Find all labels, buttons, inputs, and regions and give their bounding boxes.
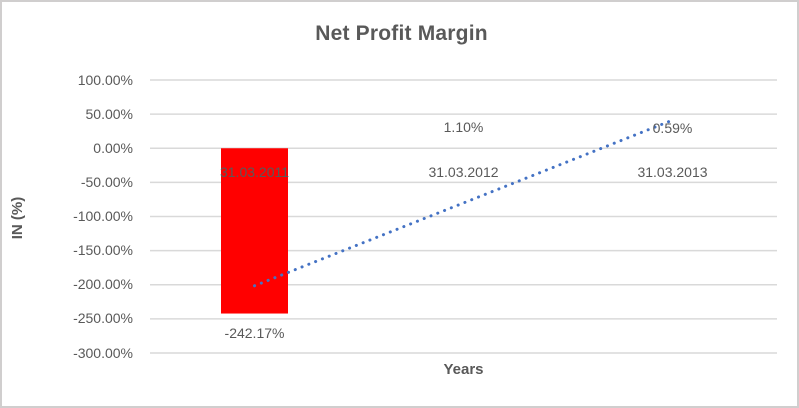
- data-label: -242.17%: [224, 324, 285, 341]
- y-axis-tick-label: -100.00%: [73, 208, 133, 224]
- chart-title: Net Profit Margin: [315, 22, 488, 45]
- data-label: 1.10%: [443, 119, 484, 136]
- y-axis-tick-label: -50.00%: [80, 173, 133, 190]
- x-axis-category-label: 31.03.2011: [219, 164, 290, 180]
- x-axis-category-label: 31.03.2013: [637, 164, 708, 180]
- y-axis-tick-label: -150.00%: [73, 242, 133, 259]
- y-axis-tick-label: -250.00%: [73, 310, 133, 327]
- data-label: 0.59%: [652, 119, 693, 136]
- y-axis-tick-label: 50.00%: [85, 105, 133, 122]
- y-axis-tick-label: 100.00%: [77, 71, 133, 88]
- y-axis-tick-label: -300.00%: [73, 344, 133, 361]
- x-axis-title: Years: [443, 361, 484, 378]
- trendline: [253, 118, 674, 288]
- x-axis-category-label: 31.03.2012: [428, 164, 499, 180]
- y-axis-tick-label: 0.00%: [93, 139, 133, 156]
- y-axis-tick-label: -200.00%: [73, 276, 133, 293]
